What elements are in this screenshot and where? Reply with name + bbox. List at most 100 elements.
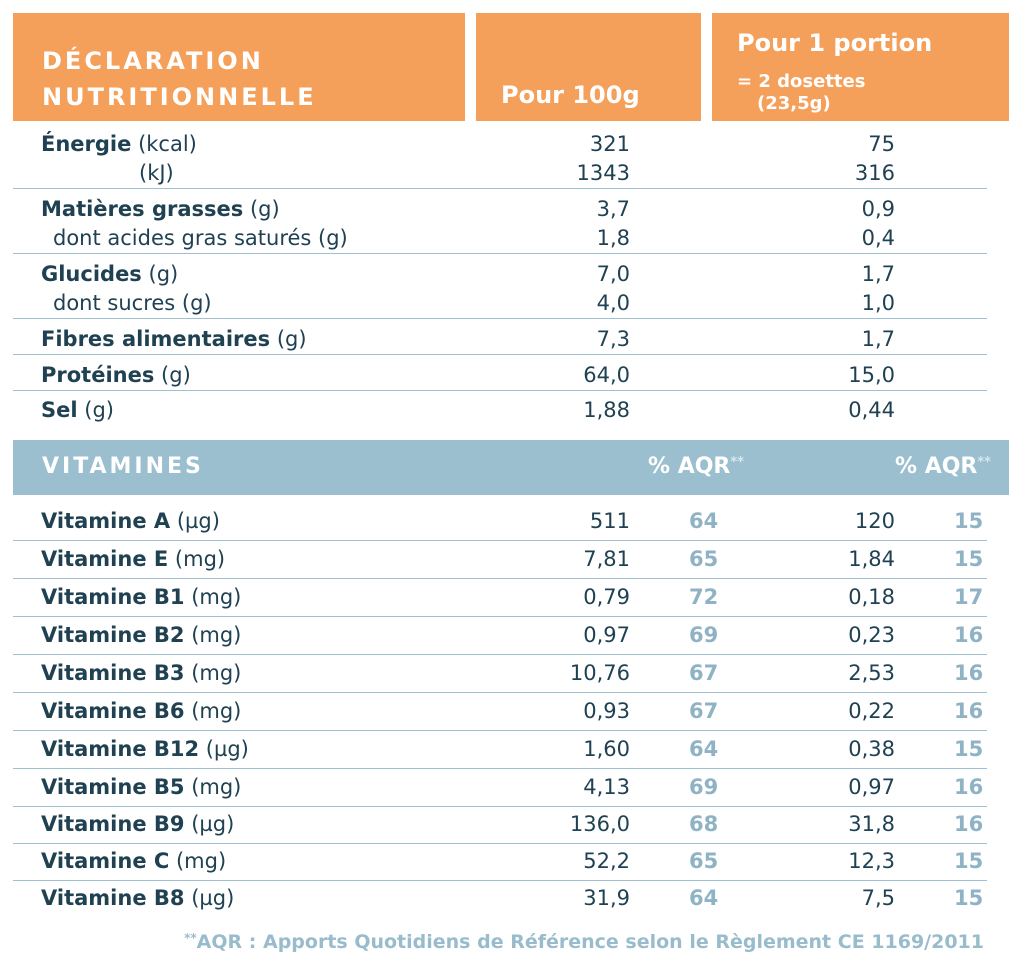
- vitamin-row: Vitamine B8 (µg) 31,9 64 7,5 15: [13, 880, 987, 917]
- vitamin-aqr-portion: 16: [954, 623, 984, 647]
- vitamin-value-100g: 0,93: [583, 699, 630, 723]
- vitamin-aqr-100g: 65: [689, 547, 719, 571]
- fibres-label: Fibres alimentaires (g): [41, 325, 307, 354]
- energie-kcal-portion: 75: [868, 132, 895, 156]
- aqr-header-100g-marker: **: [730, 455, 744, 470]
- vitamin-value-portion: 7,5: [861, 886, 895, 910]
- vitamin-aqr-portion: 16: [954, 775, 984, 799]
- header-declaration: DÉCLARATION NUTRITIONNELLE: [13, 13, 465, 121]
- vitamin-label: Vitamine C (mg): [41, 843, 226, 880]
- aqr-header-portion-label: % AQR: [895, 454, 978, 479]
- vitamin-unit: (mg): [174, 547, 226, 571]
- proteines-name: Protéines: [41, 363, 155, 387]
- vitamin-unit: (mg): [191, 661, 242, 685]
- vitamin-value-portion: 120: [854, 509, 895, 533]
- vitamin-value-100g: 52,2: [583, 849, 630, 873]
- footnote-marker: **: [184, 931, 197, 945]
- vitamin-label: Vitamine B2 (mg): [41, 617, 241, 654]
- fibres-unit: (g): [276, 327, 307, 351]
- vitamin-unit: (µg): [205, 737, 249, 761]
- vitamin-name: Vitamine B3: [41, 661, 185, 685]
- vitamin-aqr-100g: 69: [689, 775, 719, 799]
- graisses-name: Matières grasses: [41, 197, 244, 221]
- satures-100: 1,8: [596, 226, 630, 250]
- vitamin-aqr-100g: 65: [689, 849, 719, 873]
- energie-unit-kj: (kJ): [139, 161, 174, 185]
- vitamin-aqr-portion: 15: [954, 737, 984, 761]
- fibres-portion: 1,7: [861, 327, 895, 351]
- vitamin-row: Vitamine B5 (mg) 4,13 69 0,97 16: [13, 769, 987, 807]
- vitamin-unit: (mg): [191, 585, 242, 609]
- energie-kj-portion: 316: [854, 161, 895, 185]
- vitamin-unit: (µg): [176, 509, 220, 533]
- vitamin-value-100g: 1,60: [583, 737, 630, 761]
- vitamin-aqr-portion: 15: [954, 509, 984, 533]
- vitamin-name: Vitamine C: [41, 849, 170, 873]
- sel-name: Sel: [41, 398, 78, 422]
- glucides-portion: 1,7: [861, 262, 895, 286]
- aqr-header-100g: % AQR**: [648, 454, 744, 479]
- vitamin-aqr-100g: 69: [689, 623, 719, 647]
- vitamin-aqr-portion: 15: [954, 849, 984, 873]
- sel-portion: 0,44: [848, 398, 895, 422]
- footnote-text: AQR : Apports Quotidiens de Référence se…: [196, 931, 984, 953]
- vitamin-unit: (µg): [191, 812, 235, 836]
- vitamin-value-portion: 1,84: [848, 547, 895, 571]
- sucres-label: dont sucres (g): [53, 291, 212, 315]
- energie-label: Énergie (kcal): [41, 130, 197, 159]
- vitamin-value-100g: 7,81: [583, 547, 630, 571]
- vitamin-aqr-portion: 15: [954, 547, 984, 571]
- vitamin-value-portion: 0,23: [848, 623, 895, 647]
- vitamin-label: Vitamine E (mg): [41, 541, 225, 578]
- row-fibres: Fibres alimentaires (g) 7,3 1,7: [13, 325, 987, 355]
- sel-unit: (g): [84, 398, 114, 422]
- glucides-name: Glucides: [41, 262, 142, 286]
- vitamin-row: Vitamine B2 (mg) 0,97 69 0,23 16: [13, 617, 987, 655]
- vitamin-row: Vitamine B9 (µg) 136,0 68 31,8 16: [13, 806, 987, 844]
- vitamin-label: Vitamine B8 (µg): [41, 880, 234, 917]
- vitamin-name: Vitamine B8: [41, 886, 185, 910]
- vitamin-unit: (mg): [175, 849, 227, 873]
- vitamin-label: Vitamine B12 (µg): [41, 731, 249, 768]
- energie-unit-kcal: (kcal): [138, 132, 197, 156]
- vitamin-row: Vitamine B1 (mg) 0,79 72 0,18 17: [13, 579, 987, 617]
- header-per-100g: Pour 100g: [476, 13, 701, 121]
- header-portion-line2: = 2 dosettes: [737, 71, 866, 92]
- aqr-header-portion-marker: **: [977, 455, 991, 470]
- energie-kj-100: 1343: [576, 161, 630, 185]
- proteines-unit: (g): [161, 363, 191, 387]
- vitamin-aqr-100g: 64: [689, 886, 719, 910]
- row-glucides: Glucides (g) 7,0 1,7 dont sucres (g) 4,0…: [13, 260, 987, 319]
- fibres-name: Fibres alimentaires: [41, 327, 271, 351]
- vitamin-name: Vitamine B12: [41, 737, 200, 761]
- vitamin-aqr-portion: 17: [954, 585, 984, 609]
- vitamin-value-100g: 31,9: [583, 886, 630, 910]
- vitamin-aqr-portion: 16: [954, 699, 984, 723]
- vitamin-name: Vitamine B6: [41, 699, 185, 723]
- vitamin-label: Vitamine B3 (mg): [41, 655, 241, 692]
- satures-label: dont acides gras saturés (g): [53, 226, 348, 250]
- vitamin-value-portion: 0,22: [848, 699, 895, 723]
- vitamin-aqr-100g: 67: [689, 661, 719, 685]
- header-portion-line1: Pour 1 portion: [737, 29, 933, 57]
- vitamin-name: Vitamine B1: [41, 585, 185, 609]
- vitamin-name: Vitamine B9: [41, 812, 185, 836]
- vitamin-value-portion: 0,38: [848, 737, 895, 761]
- header-decl-line2: NUTRITIONNELLE: [42, 83, 317, 111]
- vitamin-unit: (mg): [191, 775, 242, 799]
- glucides-label: Glucides (g): [41, 260, 178, 289]
- aqr-header-100g-label: % AQR: [648, 454, 731, 479]
- vitamin-aqr-portion: 16: [954, 661, 984, 685]
- vitamin-row: Vitamine B12 (µg) 1,60 64 0,38 15: [13, 731, 987, 769]
- vitamins-title: VITAMINES: [42, 454, 204, 479]
- sel-label: Sel (g): [41, 396, 114, 425]
- header-per-portion: Pour 1 portion = 2 dosettes (23,5g): [712, 13, 1009, 121]
- vitamin-value-100g: 0,97: [583, 623, 630, 647]
- vitamin-name: Vitamine B2: [41, 623, 185, 647]
- vitamin-aqr-portion: 15: [954, 886, 984, 910]
- satures-portion: 0,4: [861, 226, 895, 250]
- header-decl-line1: DÉCLARATION: [42, 47, 264, 75]
- row-energie: Énergie (kcal) 321 75 (kJ) 1343 316: [13, 130, 987, 189]
- vitamin-unit: (mg): [191, 623, 242, 647]
- graisses-portion: 0,9: [861, 197, 895, 221]
